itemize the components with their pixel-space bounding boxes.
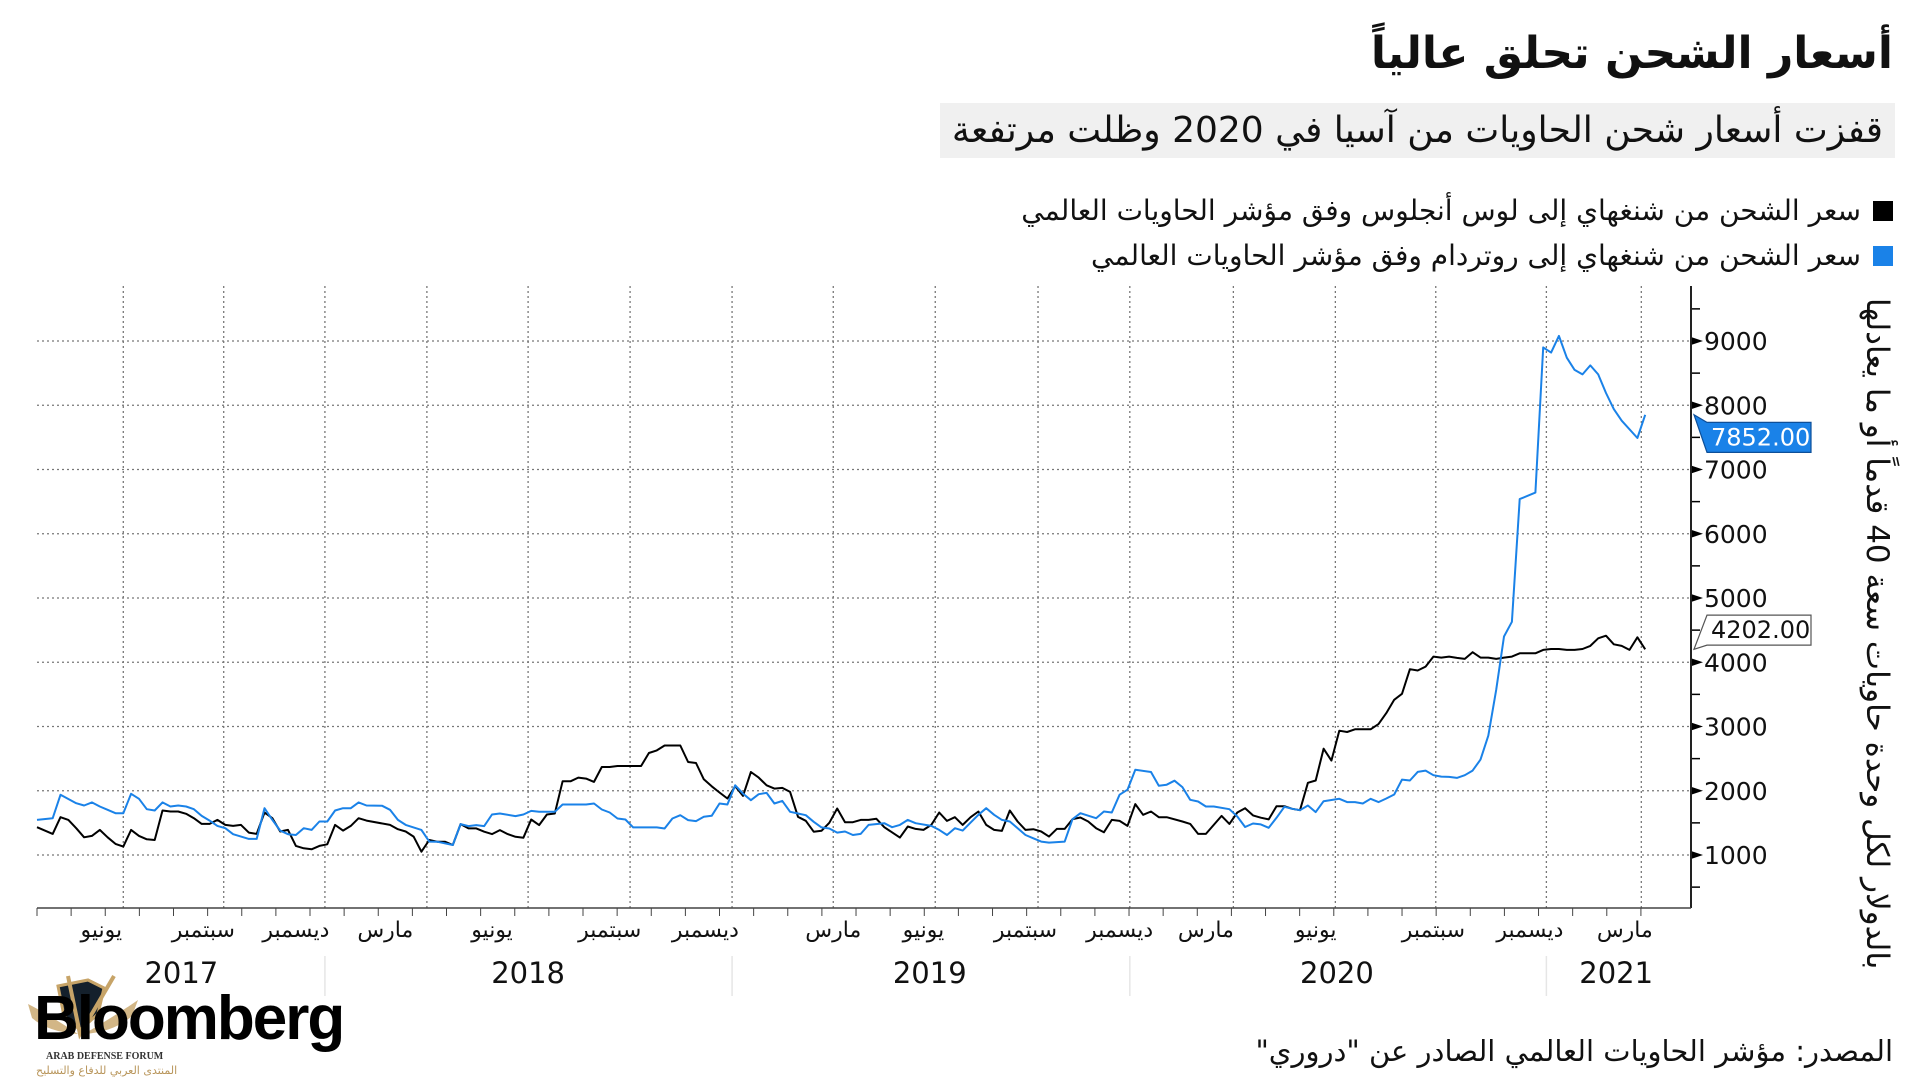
legend-item-los-angeles: سعر الشحن من شنغهاي إلى لوس أنجلوس وفق م…: [1021, 194, 1893, 227]
source-note: المصدر: مؤشر الحاويات العالمي الصادر عن …: [1255, 1034, 1893, 1068]
x-month-label: مارس: [1178, 918, 1234, 943]
series-line-rotterdam: [36, 334, 1647, 846]
x-month-label: ديسمبر: [671, 918, 739, 943]
watermark-arabic: المنتدى العربي للدفاع والتسليح: [36, 1064, 178, 1077]
y-tick-marker: [1691, 658, 1703, 667]
x-month-label: سبتمبر: [993, 918, 1057, 943]
y-tick-label: 4000: [1704, 648, 1768, 677]
y-tick-marker: [1691, 465, 1703, 474]
series-line-los-angeles: [36, 634, 1647, 853]
value-flag: [1692, 413, 1812, 453]
bloomberg-wordmark: Bloomberg: [34, 984, 345, 1053]
x-month-label: مارس: [357, 918, 413, 943]
value-flag: [1692, 614, 1812, 651]
legend-swatch-black: [1873, 200, 1893, 221]
x-month-label: ديسمبر: [261, 918, 329, 943]
value-flag-text: 7852.00: [1711, 423, 1810, 451]
bloomberg-logo: Bloomberg ARAB DEFENSE FORUM المنتدى الع…: [18, 974, 348, 1080]
y-tick-marker: [1691, 786, 1703, 795]
y-tick-label: 3000: [1704, 713, 1768, 742]
chart-title: أسعار الشحن تحلق عالياً: [1370, 28, 1893, 79]
y-tick-marker: [1691, 401, 1703, 410]
x-month-label: مارس: [1597, 918, 1653, 943]
y-tick-label: 8000: [1704, 391, 1768, 420]
x-year-label: 2017: [144, 956, 218, 990]
y-tick-label: 1000: [1704, 841, 1768, 870]
x-year-label: 2021: [1579, 956, 1653, 990]
last-value-label-los-angeles: 4202.00: [1692, 614, 1812, 651]
x-year-label: 2019: [893, 956, 967, 990]
y-tick-label: 9000: [1704, 327, 1768, 356]
y-tick-label: 6000: [1704, 520, 1768, 549]
x-month-label: ديسمبر: [1085, 918, 1153, 943]
x-year-label: 2020: [1300, 956, 1374, 990]
x-month-label: ديسمبر: [1495, 918, 1563, 943]
y-tick-marker: [1691, 337, 1703, 345]
x-month-label: يونيو: [1294, 918, 1337, 943]
y-tick-label: 7000: [1704, 456, 1768, 485]
y-tick-marker: [1691, 529, 1703, 538]
legend-label: سعر الشحن من شنغهاي إلى روتردام وفق مؤشر…: [1091, 239, 1861, 272]
x-month-label: سبتمبر: [171, 918, 235, 943]
x-month-label: مارس: [805, 918, 861, 943]
legend-item-rotterdam: سعر الشحن من شنغهاي إلى روتردام وفق مؤشر…: [1091, 239, 1893, 272]
y-tick-marker: [1691, 594, 1703, 602]
y-tick-label: 2000: [1704, 777, 1768, 806]
y-axis-title: بالدولار لكل وحدة حاويات سعة 40 قدماً أو…: [1859, 298, 1895, 970]
y-tick-marker: [1691, 851, 1703, 859]
x-month-label: يونيو: [902, 918, 945, 943]
x-month-label: سبتمبر: [577, 918, 641, 943]
value-flag-text: 4202.00: [1711, 616, 1810, 644]
y-tick-marker: [1691, 722, 1703, 731]
last-value-label-rotterdam: 7852.00: [1692, 413, 1812, 453]
x-month-label: يونيو: [470, 918, 513, 943]
arab-defense-forum-emblem-icon: [28, 974, 138, 1040]
watermark-english: ARAB DEFENSE FORUM: [46, 1051, 164, 1062]
legend-swatch-blue: [1873, 245, 1893, 266]
y-tick-label: 5000: [1704, 584, 1768, 613]
chart-subtitle: قفزت أسعار شحن الحاويات من آسيا في 2020 …: [939, 103, 1895, 158]
legend-label: سعر الشحن من شنغهاي إلى لوس أنجلوس وفق م…: [1021, 194, 1861, 227]
x-year-label: 2018: [491, 956, 565, 990]
x-month-label: يونيو: [80, 918, 123, 943]
x-month-label: سبتمبر: [1401, 918, 1465, 943]
